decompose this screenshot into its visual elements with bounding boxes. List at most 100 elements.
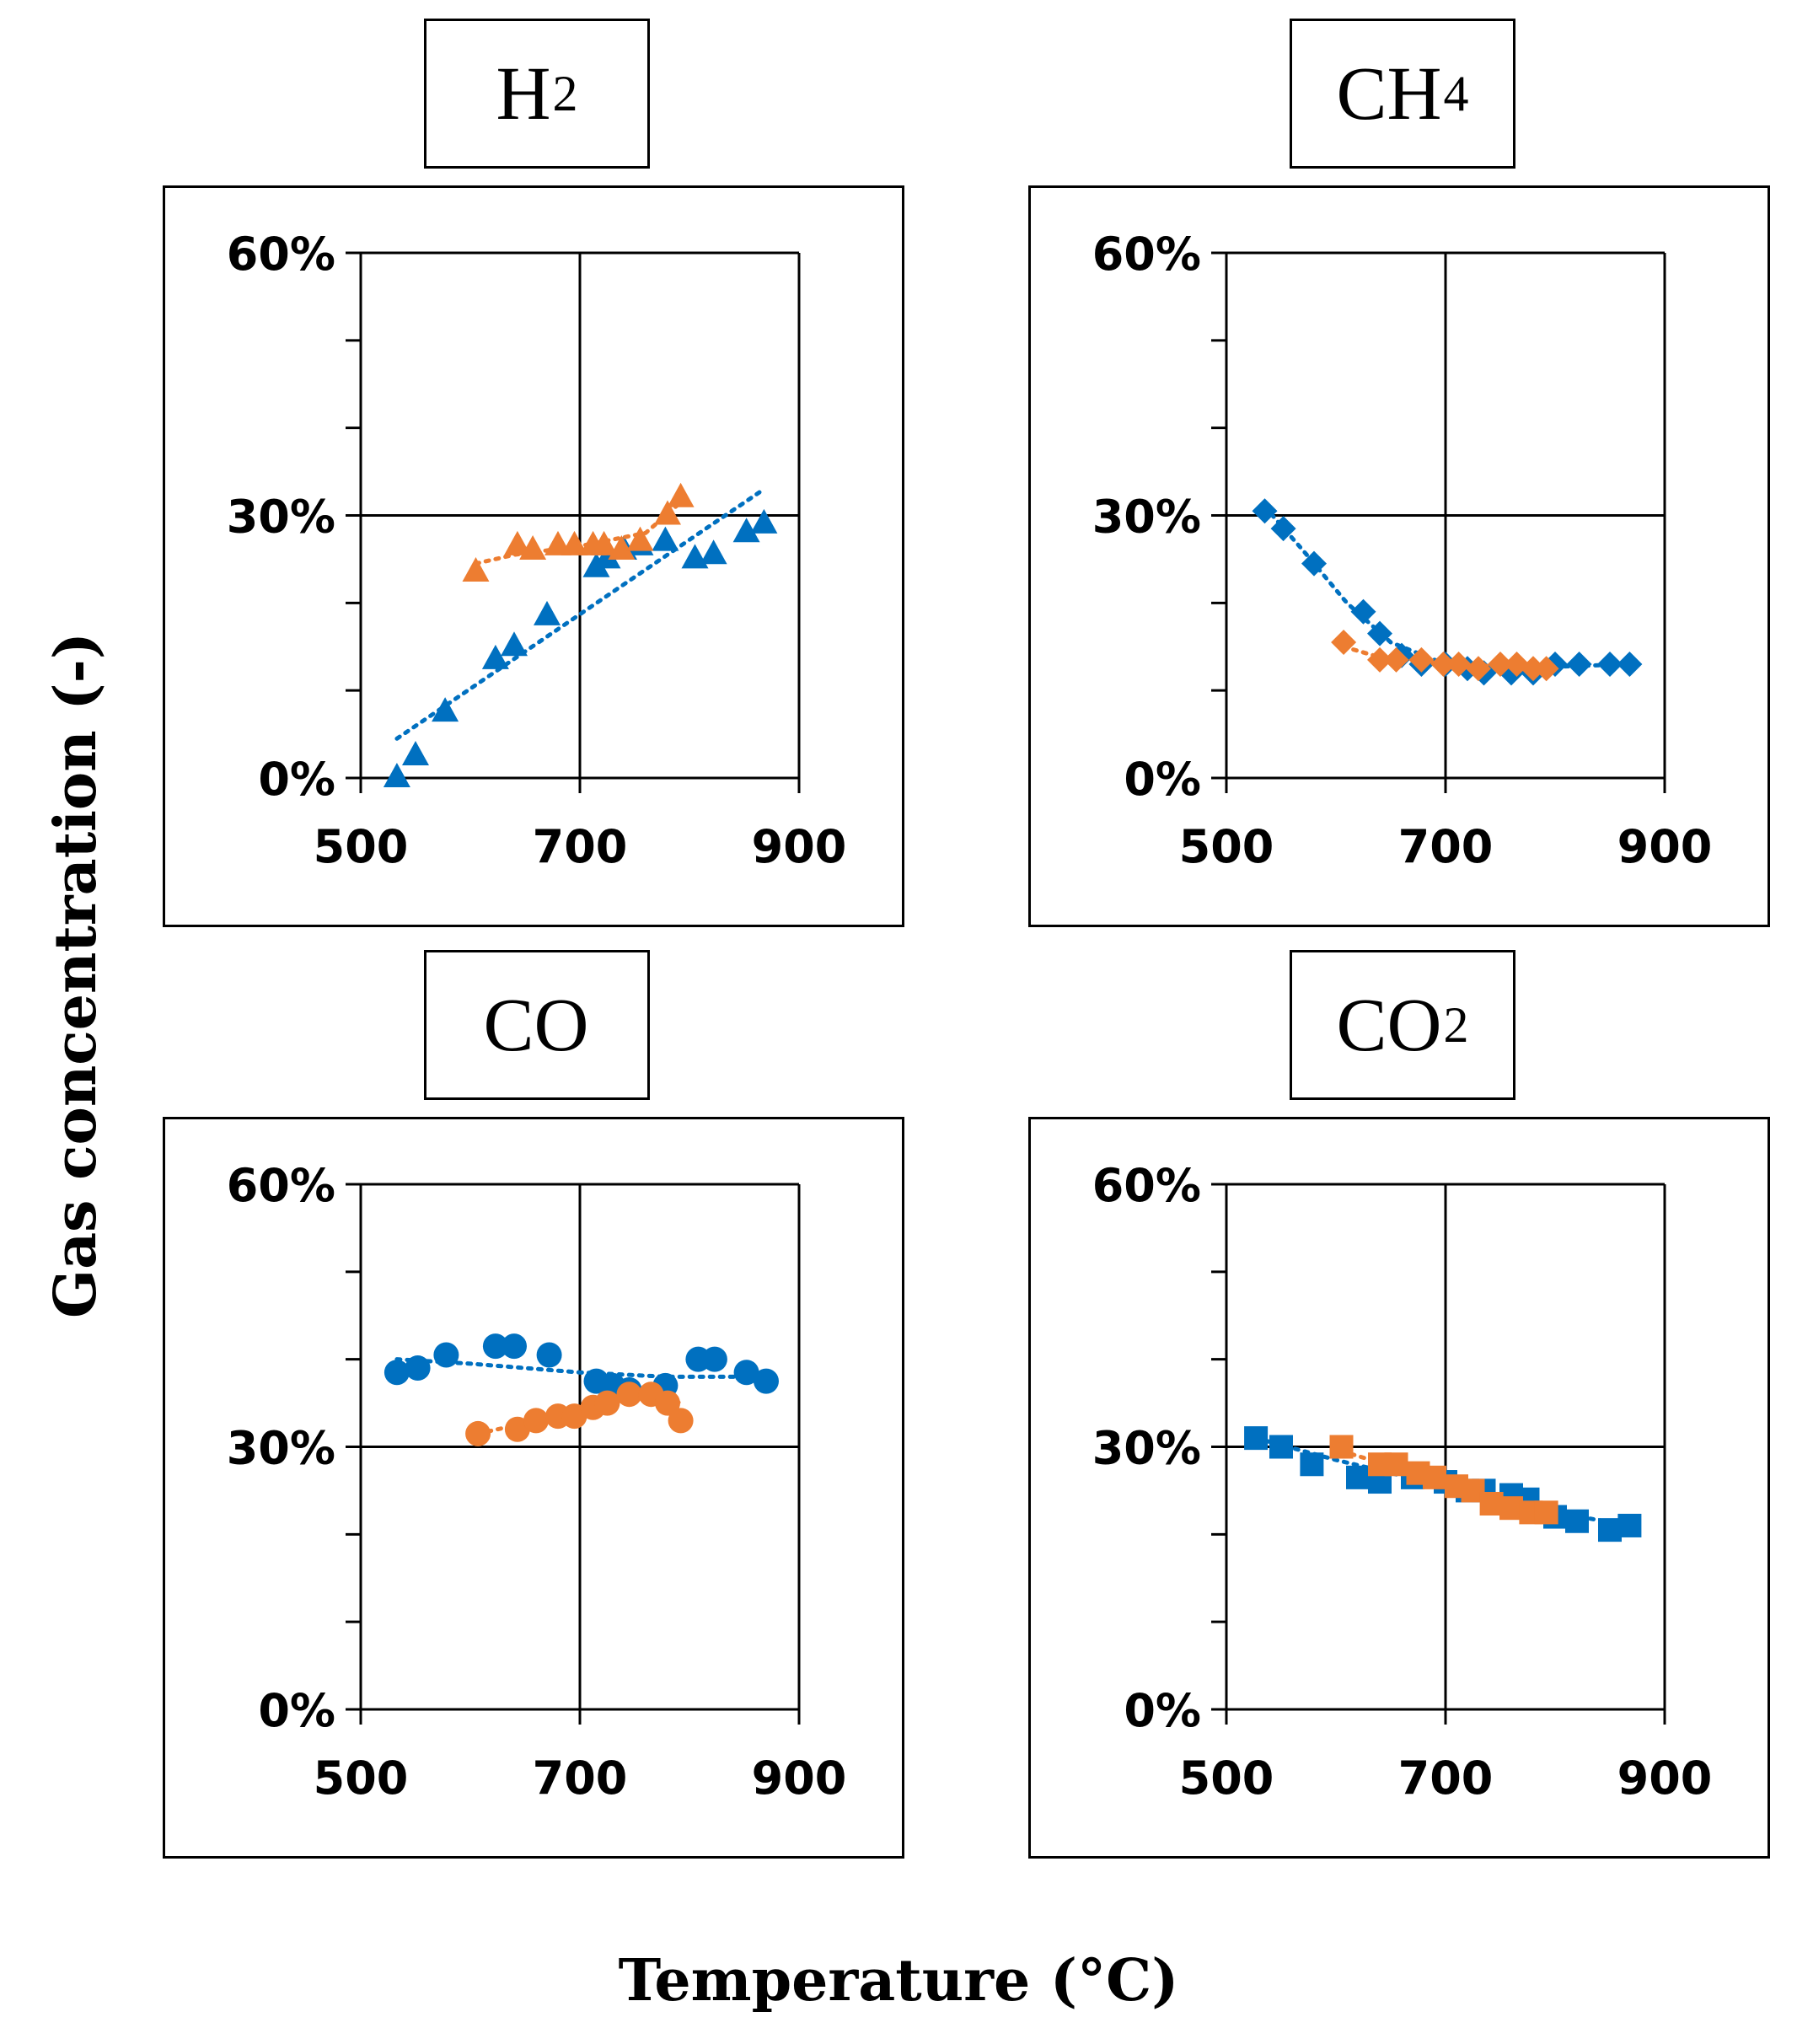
series-orange-point	[1367, 646, 1392, 673]
series-blue-point	[1244, 1426, 1269, 1451]
title-main: H	[496, 51, 551, 136]
y-tick-label: 0%	[258, 1684, 335, 1737]
series-orange-point	[1499, 1496, 1523, 1521]
series-orange-point	[616, 1381, 642, 1408]
x-tick-label: 700	[1398, 820, 1494, 873]
series-blue-point	[402, 741, 429, 766]
x-tick-label: 500	[314, 820, 409, 873]
series-blue-point	[482, 1333, 508, 1360]
y-axis-label: Gas concentration (-)	[42, 632, 110, 1318]
chart-panel-co2: 0% 30% 60% 500 700 900	[1028, 1117, 1770, 1859]
series-blue-point	[502, 1333, 527, 1360]
series-blue-point	[384, 1360, 410, 1386]
series-blue-point	[1300, 1452, 1324, 1477]
series-orange-point	[1384, 1452, 1408, 1477]
x-tick-label: 500	[314, 1752, 409, 1805]
series-blue-point	[432, 697, 459, 722]
series-blue-point	[534, 600, 561, 625]
series-orange-point	[1329, 1435, 1354, 1459]
series-blue-point	[536, 1342, 562, 1368]
series-orange-point	[626, 526, 654, 551]
series-orange-point	[655, 1390, 680, 1416]
y-tick-label: 60%	[227, 1159, 335, 1212]
series-orange-point	[519, 535, 547, 561]
y-tick-label: 0%	[1124, 1684, 1201, 1737]
series-blue-point	[1566, 652, 1592, 678]
series-orange-point	[1466, 656, 1491, 682]
series-blue-point	[383, 763, 410, 787]
chart-svg-ch4: 0% 30% 60% 500 700 900	[1092, 228, 1713, 873]
series-orange-point	[1479, 1491, 1504, 1516]
series-blue-point	[501, 631, 528, 657]
series-blue-point	[405, 1355, 431, 1381]
title-box-ch4: CH 4	[1290, 19, 1515, 169]
series-blue-point	[593, 544, 621, 569]
title-sub: 2	[552, 65, 578, 121]
x-tick-label: 900	[752, 820, 847, 873]
title-sub: 2	[1443, 996, 1469, 1053]
series-orange-point	[1534, 1500, 1558, 1525]
series-orange-point	[667, 482, 695, 507]
x-tick-label: 900	[1617, 820, 1713, 873]
title-sub: 4	[1443, 65, 1469, 121]
y-tick-label: 60%	[227, 228, 335, 281]
y-tick-label: 30%	[1092, 491, 1201, 544]
title-main: CO	[483, 983, 589, 1067]
series-blue-trendline	[1263, 504, 1632, 671]
series-orange-point	[654, 500, 681, 525]
y-tick-label: 30%	[227, 491, 335, 544]
series-blue-trendline	[394, 486, 766, 741]
series-orange-point	[465, 1420, 491, 1446]
series-orange-point	[462, 556, 490, 582]
title-box-co2: CO 2	[1290, 950, 1515, 1100]
series-blue-point	[701, 1346, 727, 1372]
y-tick-label: 30%	[1092, 1422, 1201, 1475]
series-blue-point	[700, 539, 727, 565]
title-main: CO	[1336, 983, 1442, 1067]
chart-svg-co2: 0% 30% 60% 500 700 900	[1092, 1159, 1713, 1805]
y-tick-label: 60%	[1092, 228, 1201, 281]
series-orange-point	[1521, 656, 1546, 682]
x-tick-label: 500	[1179, 1752, 1274, 1805]
series-orange-point	[1446, 652, 1472, 678]
series-blue-point	[1350, 598, 1376, 625]
x-tick-label: 900	[752, 1752, 847, 1805]
series-blue-point	[1597, 652, 1623, 678]
series-blue-point	[1367, 620, 1392, 646]
series-blue-point	[754, 1368, 779, 1394]
series-blue-point	[1565, 1509, 1589, 1533]
chart-svg-co: 0% 30% 60% 500 700 900	[227, 1159, 847, 1805]
title-main: CH	[1336, 51, 1442, 136]
series-orange-point	[608, 535, 636, 561]
series-blue-point	[481, 644, 509, 669]
chart-panel-ch4: 0% 30% 60% 500 700 900	[1028, 185, 1770, 927]
series-orange-point	[1331, 630, 1357, 656]
x-tick-label: 700	[533, 820, 628, 873]
series-blue-point	[1301, 550, 1327, 577]
series-blue-point	[1269, 1435, 1293, 1459]
series-blue-point	[733, 1360, 759, 1386]
series-blue-point	[1617, 1513, 1642, 1537]
series-blue-point	[681, 544, 709, 569]
x-axis-label: Temperature (°C)	[618, 1947, 1179, 2014]
y-tick-label: 0%	[1124, 753, 1201, 806]
x-tick-label: 700	[533, 1752, 628, 1805]
series-blue-point	[1270, 516, 1296, 542]
series-blue-point	[732, 518, 760, 543]
series-blue-point	[652, 526, 679, 551]
series-orange-point	[503, 530, 531, 555]
y-tick-label: 0%	[258, 753, 335, 806]
series-orange-point	[1430, 652, 1456, 678]
series-blue-point	[750, 508, 778, 534]
series-orange-point	[668, 1408, 694, 1434]
x-tick-label: 900	[1617, 1752, 1713, 1805]
series-orange-point	[1408, 646, 1435, 673]
series-orange-point	[523, 1408, 549, 1434]
series-orange-point	[1488, 652, 1513, 678]
series-blue-point	[1598, 1518, 1622, 1542]
series-blue-point	[1617, 652, 1643, 678]
chart-svg-h2: 0% 30% 60% 500 700 900	[227, 228, 847, 873]
series-blue-point	[433, 1342, 459, 1368]
x-tick-label: 500	[1179, 820, 1274, 873]
chart-panel-h2: 0% 30% 60% 500 700 900	[163, 185, 904, 927]
